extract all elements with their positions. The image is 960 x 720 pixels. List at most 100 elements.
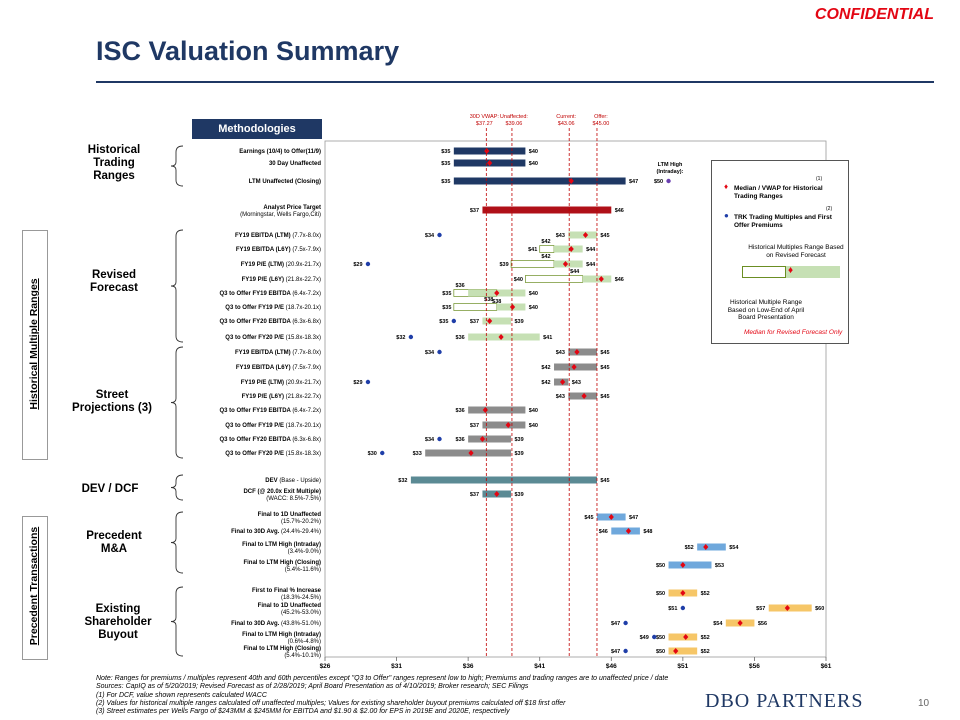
dot-value-label: $47 bbox=[611, 649, 620, 655]
april-range-bar bbox=[539, 245, 555, 253]
range-low-label: $50 bbox=[656, 649, 665, 655]
median-marker bbox=[498, 334, 504, 340]
footnote-2: (2) Values for historical multiple range… bbox=[96, 699, 566, 707]
row-label: Q3 to Offer FY19 EBITDA (6.4x-7.2x) bbox=[220, 408, 321, 414]
trading-multiple-dot bbox=[437, 349, 442, 355]
legend-trk-sup: (2) bbox=[826, 206, 833, 212]
range-high-label: $45 bbox=[600, 478, 609, 484]
median-marker bbox=[568, 178, 574, 184]
trading-multiple-dot bbox=[451, 318, 457, 324]
range-high-label: $44 bbox=[586, 247, 596, 253]
legend-median-text: Median / VWAP for Historical Trading Ran… bbox=[734, 185, 823, 200]
row-label: Final to 1D Unaffected bbox=[258, 512, 322, 518]
page-number: 10 bbox=[918, 698, 930, 709]
range-bar bbox=[568, 231, 597, 239]
dot-value-label: $50 bbox=[654, 179, 663, 185]
row-label: LTM Unaffected (Closing) bbox=[249, 179, 321, 185]
range-bar bbox=[668, 633, 698, 641]
reference-line-value: $45.00 bbox=[593, 121, 610, 127]
group-brace bbox=[170, 346, 184, 459]
median-marker bbox=[673, 648, 679, 654]
range-low-label: $42 bbox=[541, 239, 550, 245]
range-low-label: $33 bbox=[413, 451, 422, 457]
trading-multiple-dot bbox=[365, 261, 371, 267]
footnote-note: Note: Ranges for premiums / multiples re… bbox=[96, 675, 669, 682]
median-marker bbox=[582, 232, 589, 238]
range-bar bbox=[668, 647, 698, 655]
median-marker bbox=[598, 276, 604, 282]
ltm-high-label-sub: (Intraday): bbox=[657, 169, 684, 175]
april-low-label: $35 bbox=[442, 305, 451, 311]
dot-value-label: $34 bbox=[425, 233, 435, 239]
median-marker bbox=[494, 491, 500, 497]
row-label: Final to LTM High (Closing) bbox=[243, 560, 321, 566]
range-high-label: $39 bbox=[514, 437, 523, 443]
group-label-historical-trading: Historical Trading Ranges bbox=[87, 144, 141, 182]
range-low-label: $42 bbox=[541, 380, 550, 386]
median-marker bbox=[683, 634, 689, 640]
trading-multiple-dot bbox=[623, 648, 628, 654]
group-brace bbox=[170, 511, 184, 574]
range-high-label: $54 bbox=[729, 545, 739, 551]
range-high-label: $56 bbox=[758, 621, 767, 627]
trading-multiple-dot bbox=[437, 232, 442, 238]
legend-trk-text: TRK Trading Multiples and First Offer Pr… bbox=[734, 214, 832, 229]
legend-trk-marker: ● bbox=[724, 211, 729, 220]
group-label-street-projections: Street Projections (3) bbox=[72, 389, 152, 414]
april-low-label: $39 bbox=[499, 262, 508, 268]
range-bar bbox=[453, 177, 626, 185]
range-bar bbox=[453, 147, 526, 155]
footnote-3: (3) Street estimates per Wells Fargo of … bbox=[96, 708, 510, 716]
group-brace bbox=[170, 145, 184, 187]
group-brace bbox=[170, 229, 184, 343]
range-low-label: $57 bbox=[756, 606, 765, 612]
row-label-sub: (18.3%-24.5%) bbox=[281, 595, 321, 601]
range-low-label: $43 bbox=[556, 350, 565, 356]
row-label: FY19 P/E (LTM) (20.9x-21.7x) bbox=[241, 380, 321, 386]
row-label-sub: (5.4%-10.1%) bbox=[284, 653, 321, 659]
row-label: Q3 to Offer FY20 EBITDA (6.3x-6.8x) bbox=[220, 437, 321, 443]
trading-multiple-dot bbox=[380, 450, 385, 456]
trading-multiple-dot bbox=[680, 605, 686, 611]
trading-multiple-dot bbox=[666, 178, 671, 184]
group-label-shareholder-buyout: Existing Shareholder Buyout bbox=[84, 603, 152, 641]
x-tick-label: $46 bbox=[606, 663, 617, 670]
range-low-label: $37 bbox=[470, 319, 479, 325]
reference-line-value: $37.27 bbox=[476, 121, 493, 127]
range-high-label: $39 bbox=[514, 492, 523, 498]
row-label: FY19 P/E (LTM) (20.9x-21.7x) bbox=[241, 262, 321, 268]
row-label: FY19 EBITDA (LTM) (7.7x-8.0x) bbox=[235, 350, 321, 356]
median-marker bbox=[505, 422, 511, 428]
x-tick-label: $61 bbox=[821, 663, 832, 670]
range-high-label: $47 bbox=[629, 515, 638, 521]
row-label: Q3 to Offer FY19 EBITDA (6.4x-7.2x) bbox=[220, 291, 321, 297]
april-low-label: $35 bbox=[442, 291, 451, 297]
trading-multiple-dot bbox=[408, 334, 414, 340]
page-title: ISC Valuation Summary bbox=[96, 36, 400, 66]
range-low-label: $35 bbox=[441, 179, 450, 185]
range-high-label: $41 bbox=[543, 335, 552, 341]
range-low-label: $36 bbox=[456, 437, 465, 443]
range-high-label: $40 bbox=[529, 291, 538, 297]
range-bar bbox=[468, 333, 540, 341]
median-marker bbox=[784, 605, 790, 611]
range-high-label: $45 bbox=[600, 233, 609, 239]
range-high-label: $53 bbox=[715, 563, 724, 569]
range-high-label: $48 bbox=[643, 529, 652, 535]
row-label-sub: (0.6%-4.8%) bbox=[288, 639, 321, 645]
range-low-label: $36 bbox=[456, 283, 465, 289]
legend-trk-label: TRK Trading Multiples and First Offer Pr… bbox=[734, 214, 838, 229]
row-label-sub: (5.4%-11.6%) bbox=[285, 567, 321, 573]
row-label: DCF (@ 20.0x Exit Multiple) bbox=[243, 489, 321, 495]
x-tick-label: $31 bbox=[391, 663, 402, 670]
row-label-sub: (45.2%-53.0%) bbox=[281, 610, 321, 616]
plot-frame bbox=[324, 140, 827, 658]
row-label: Q3 to Offer FY20 P/E (15.8x-18.3x) bbox=[225, 335, 321, 341]
range-bar bbox=[468, 435, 512, 443]
range-low-label: $42 bbox=[541, 365, 550, 371]
footnote-sources: Sources: CapIQ as of 5/20/2019; Revised … bbox=[96, 683, 529, 691]
trading-multiple-dot bbox=[652, 634, 657, 640]
median-marker bbox=[560, 379, 566, 385]
range-bar bbox=[768, 604, 812, 612]
reference-line-label: 30D VWAP: bbox=[470, 114, 500, 120]
